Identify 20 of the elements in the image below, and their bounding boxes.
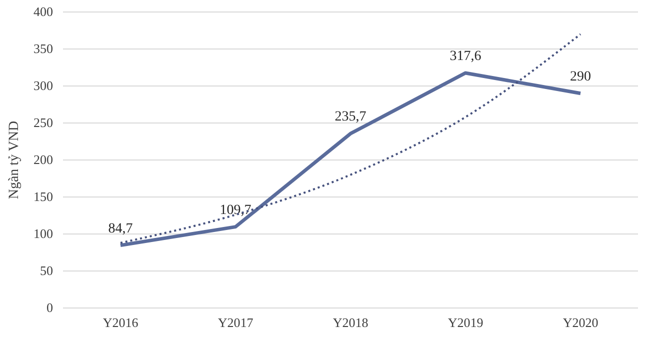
data-label: 109,7	[220, 202, 252, 218]
x-tick-label: Y2019	[448, 315, 484, 330]
x-tick-label: Y2016	[102, 315, 139, 330]
y-tick-label: 350	[34, 41, 53, 56]
x-tick-label: Y2020	[562, 315, 598, 330]
data-label: 84,7	[108, 221, 133, 236]
data-label: 317,6	[450, 48, 482, 64]
y-tick-label: 250	[34, 115, 53, 130]
y-axis-title: Ngàn tỷ VND	[7, 120, 22, 200]
x-tick-label: Y2018	[332, 315, 368, 330]
y-tick-label: 0	[46, 300, 53, 316]
y-tick-label: 100	[34, 226, 53, 242]
y-tick-label: 400	[34, 4, 53, 20]
data-label: 235,7	[334, 110, 366, 125]
y-tick-label: 150	[34, 189, 53, 204]
y-tick-label: 300	[34, 78, 53, 94]
y-tick-label: 200	[34, 152, 53, 168]
y-tick-label: 50	[40, 263, 53, 278]
data-label: 290	[570, 69, 591, 84]
x-tick-label: Y2017	[218, 315, 254, 330]
